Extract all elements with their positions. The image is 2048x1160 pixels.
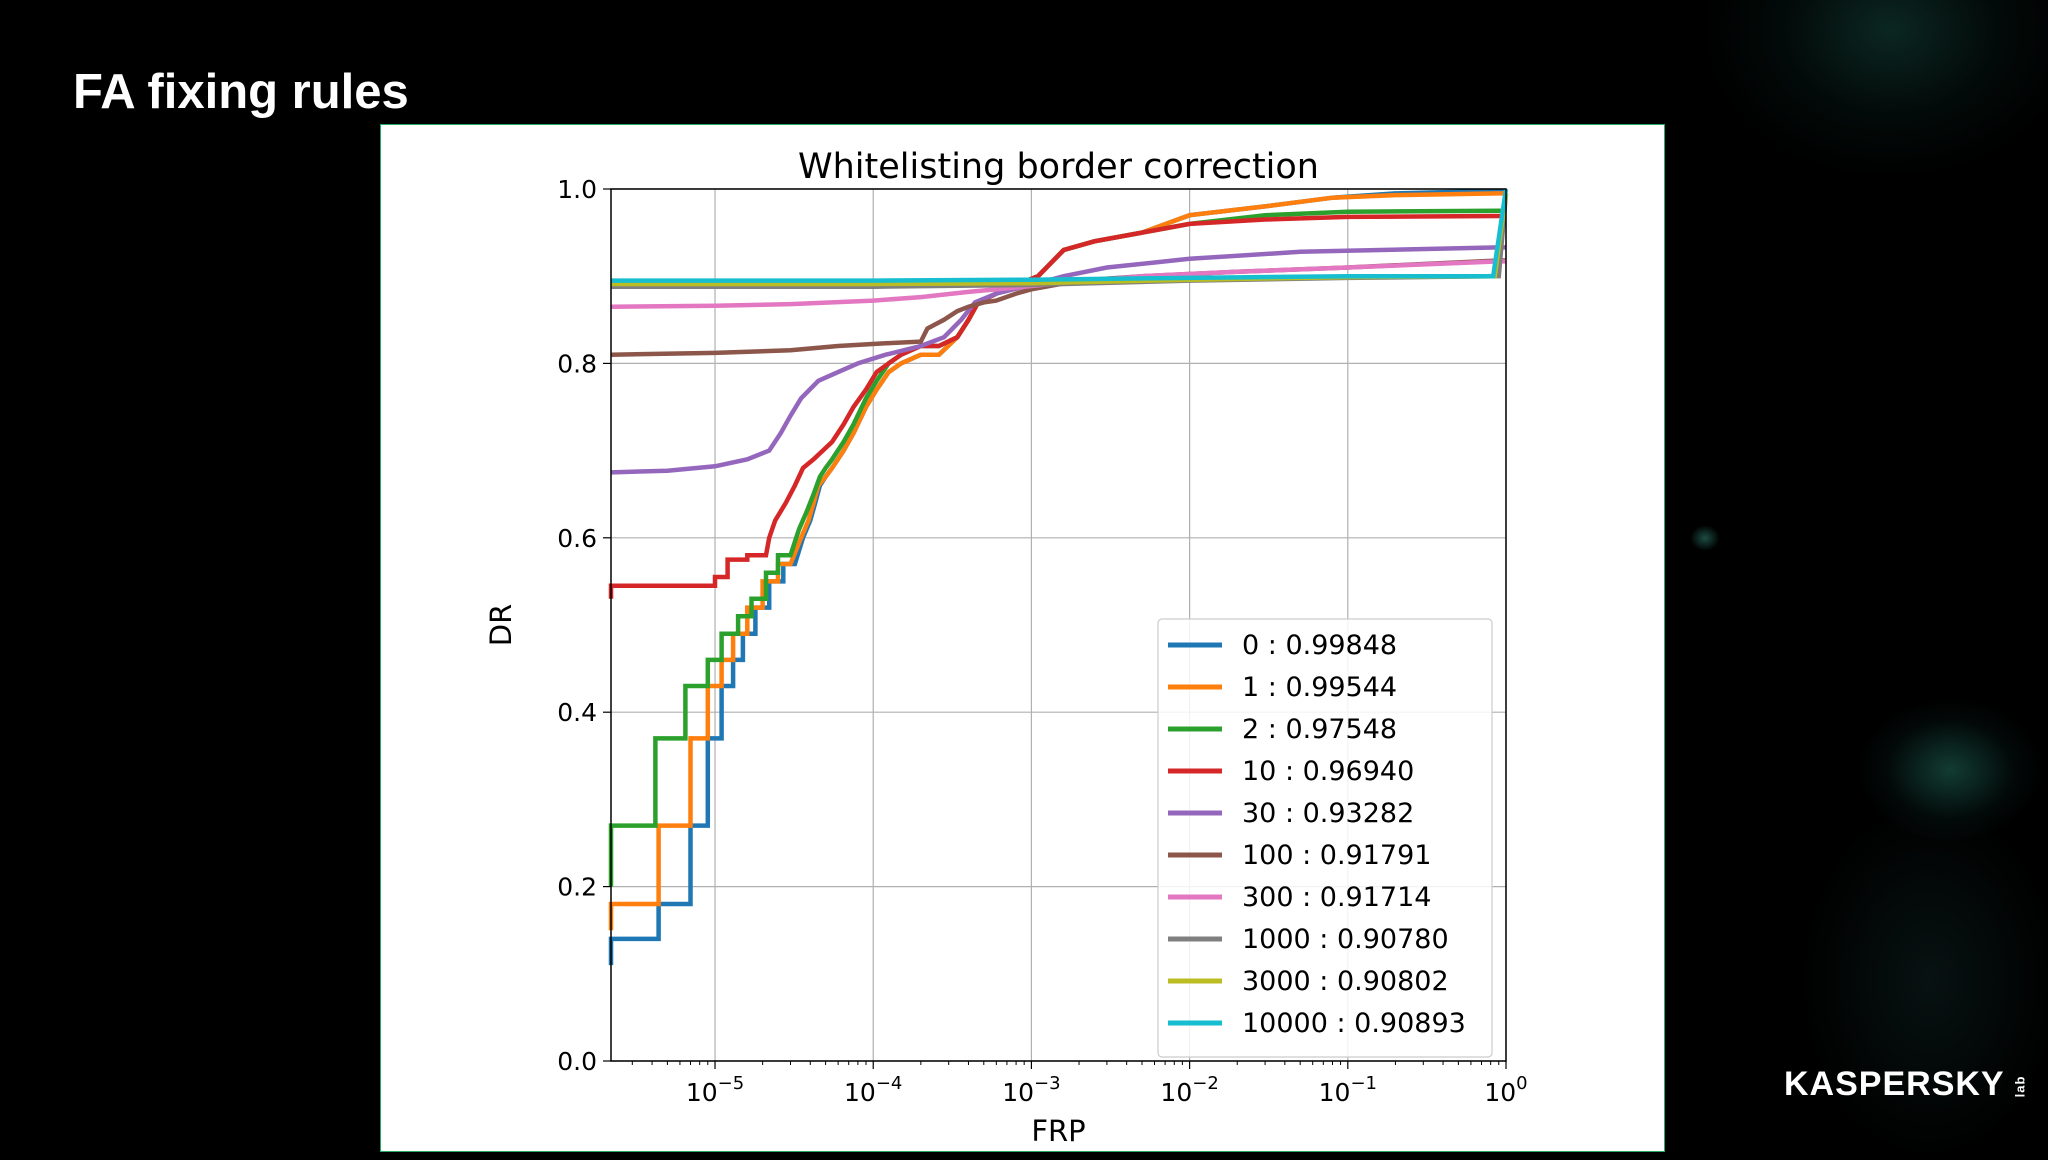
legend: 0 : 0.99848 1 : 0.99544 2 : 0.97548 10 : 0.… [1157, 618, 1493, 1058]
series-line-3 [608, 213, 1506, 599]
x-tick-label: 100 [1484, 1073, 1527, 1107]
y-tick-label: 0.6 [557, 524, 597, 553]
background-glow [1700, 0, 2048, 180]
x-axis-label: FRP [1031, 1114, 1085, 1148]
legend-label: 10000 : 0.90893 [1242, 1008, 1466, 1039]
axis-ticks: 10−5 10−4 10−3 10−2 10−1 100 0.0 0.2 0.4 0.6 0.8 1.… [557, 175, 1527, 1107]
legend-label: 30 : 0.93282 [1242, 798, 1414, 829]
y-tick-label: 0.8 [557, 349, 597, 378]
y-tick-label: 1.0 [557, 175, 597, 204]
y-tick-label: 0.4 [557, 698, 597, 727]
legend-label: 3000 : 0.90802 [1242, 966, 1449, 997]
x-tick-label: 10−5 [686, 1073, 744, 1107]
legend-box [1157, 618, 1493, 1058]
logo-sub: lab [2012, 1075, 2028, 1097]
x-tick-label: 10−2 [1160, 1073, 1218, 1107]
background-glow [1690, 525, 1720, 551]
series-line-6 [610, 259, 1506, 309]
legend-label: 2 : 0.97548 [1242, 714, 1397, 745]
legend-label: 1000 : 0.90780 [1242, 924, 1449, 955]
background-glow [1800, 800, 2048, 1160]
legend-label: 0 : 0.99848 [1242, 630, 1397, 661]
logo-text: KASPERSKY [1784, 1065, 2005, 1103]
series-line-8 [611, 193, 1509, 287]
x-tick-label: 10−4 [844, 1073, 902, 1107]
y-axis-label: DR [484, 604, 518, 646]
chart-panel: 10−5 10−4 10−3 10−2 10−1 100 0.0 0.2 0.4 0.6 0.8 1.… [380, 124, 1665, 1152]
legend-label: 100 : 0.91791 [1242, 840, 1431, 871]
kaspersky-logo: KASPERSKY lab [1784, 1065, 2030, 1104]
legend-label: 1 : 0.99544 [1242, 672, 1397, 703]
x-tick-label: 10−1 [1319, 1073, 1377, 1107]
series-line-9 [611, 188, 1509, 283]
legend-label: 300 : 0.91714 [1242, 882, 1431, 913]
chart-title: Whitelisting border correction [798, 147, 1319, 187]
y-tick-label: 0.2 [557, 873, 597, 902]
series-line-4 [610, 245, 1506, 475]
slide-title: FA fixing rules [73, 65, 409, 119]
series-lines [608, 188, 1509, 966]
plot-frame [610, 188, 1507, 1062]
y-tick-label: 0.0 [557, 1047, 597, 1076]
legend-label: 10 : 0.96940 [1242, 756, 1414, 787]
series-line-7 [611, 193, 1509, 289]
background-glow [1860, 700, 2040, 840]
x-tick-label: 10−3 [1002, 1073, 1060, 1107]
chart: 10−5 10−4 10−3 10−2 10−1 100 0.0 0.2 0.4 0.6 0.8 1.… [484, 147, 1528, 1148]
